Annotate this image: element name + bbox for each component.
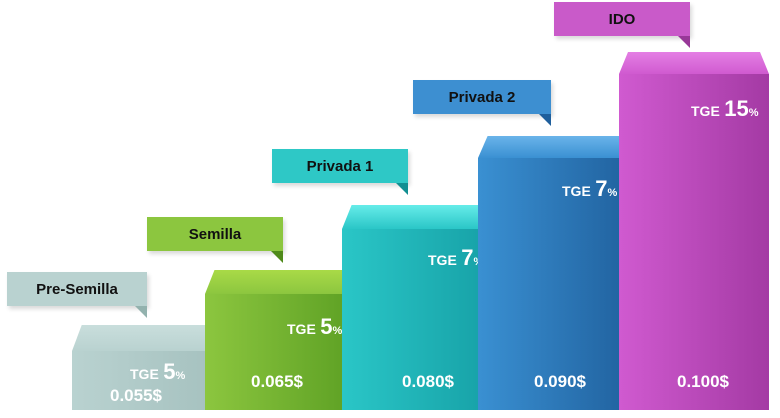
stage-name: Pre-Semilla [36,280,118,298]
stage-block-semilla: TGE 5% 0.065$ [205,270,363,410]
tag-tail [135,306,147,318]
stage-tag-semilla: Semilla [147,217,283,263]
stage-tag-privada-1: Privada 1 [272,149,408,195]
block-front-face [619,74,769,410]
stage-name: Privada 2 [448,88,516,106]
stage-tag-ido: IDO [554,2,690,48]
block-front-face [478,158,638,410]
tge-label: TGE 5% [130,359,186,384]
tag-tail [539,114,551,126]
tag-tail [396,183,408,195]
tge-label: TGE 15% [691,96,759,121]
tag-tail [271,251,283,263]
stage-block-ido: TGE 15% 0.100$ [619,52,769,410]
price-label: 0.100$ [677,372,729,391]
price-label: 0.080$ [402,372,454,391]
block-top-face [205,270,363,294]
block-top-face [619,52,769,74]
stage-name: IDO [608,10,636,28]
stage-name: Semilla [188,225,242,243]
price-label: 0.055$ [110,386,162,405]
stage-block-privada-2: TGE 7% 0.090$ [478,136,638,410]
price-label: 0.065$ [251,372,303,391]
stage-block-privada-1: TGE 7% 0.080$ [342,205,502,410]
stage-tag-pre-semilla: Pre-Semilla [7,272,147,318]
tge-label: TGE 5% [287,314,343,339]
tge-label: TGE 7% [428,245,483,270]
block-front-face [342,229,502,410]
tag-tail [678,36,690,48]
stage-tag-privada-2: Privada 2 [413,80,551,126]
block-top-face [342,205,502,229]
tge-label: TGE 7% [562,176,618,201]
block-top-face [478,136,638,158]
stage-name: Privada 1 [306,157,374,175]
price-label: 0.090$ [534,372,586,391]
block-front-face [205,294,363,410]
